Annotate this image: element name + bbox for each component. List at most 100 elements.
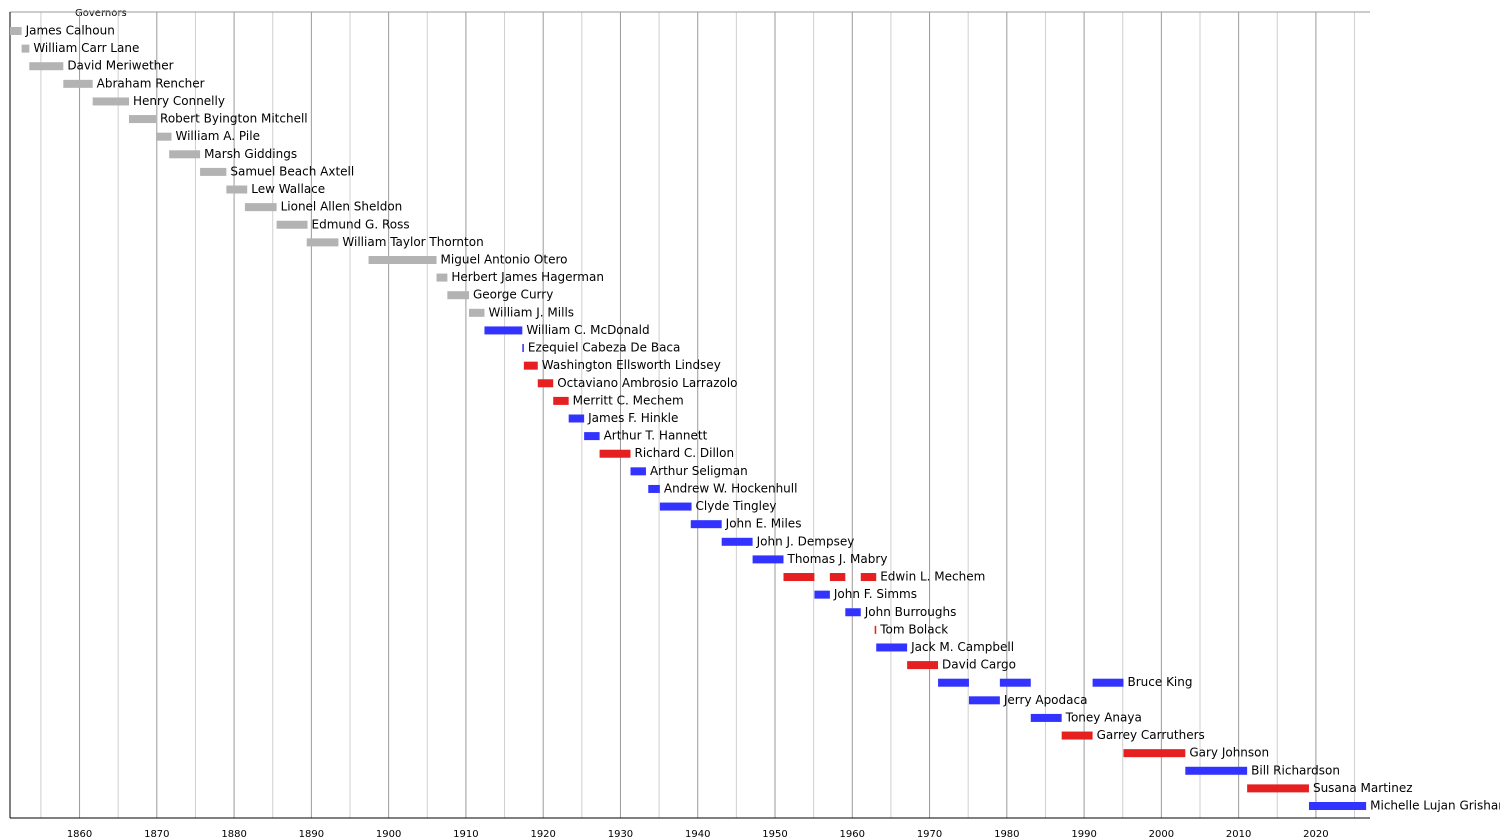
term-bar [659, 502, 692, 511]
term-bar [584, 432, 600, 441]
governor-label: James Calhoun [25, 24, 115, 38]
governor-label: Michelle Lujan Grisham [1370, 799, 1500, 813]
term-bar [92, 97, 129, 106]
term-bar [814, 590, 830, 599]
governor-label: William A. Pile [176, 129, 260, 143]
x-tick-label: 2010 [1226, 829, 1251, 840]
term-bar [1185, 766, 1248, 775]
governor-label: Andrew W. Hockenhull [664, 481, 798, 495]
term-bar [876, 643, 908, 652]
term-bar [630, 467, 646, 476]
term-bar [721, 537, 753, 546]
term-bar [447, 291, 469, 300]
term-bar [169, 150, 201, 159]
x-tick-label: 1970 [917, 829, 942, 840]
governor-label: Herbert James Hagerman [451, 270, 604, 284]
x-tick-label: 1930 [608, 829, 633, 840]
term-bar [553, 396, 569, 405]
governor-label: Lew Wallace [251, 182, 325, 196]
governor-label: Samuel Beach Axtell [230, 164, 354, 178]
x-tick-label: 1990 [1071, 829, 1096, 840]
governor-label: Arthur Seligman [650, 464, 748, 478]
governor-label: George Curry [473, 288, 553, 302]
governor-label: Lionel Allen Sheldon [281, 200, 403, 214]
term-bar [244, 203, 277, 212]
governor-label: William Taylor Thornton [342, 235, 483, 249]
term-bar [10, 27, 22, 35]
x-tick-label: 1860 [67, 829, 92, 840]
term-bar [599, 449, 631, 458]
x-tick-label: 1890 [299, 829, 324, 840]
governor-label: Henry Connelly [133, 94, 225, 108]
x-tick-label: 1980 [994, 829, 1019, 840]
x-tick-label: 1940 [685, 829, 710, 840]
x-tick-label: 1900 [376, 829, 401, 840]
term-bar [523, 361, 538, 370]
term-bar [568, 414, 585, 423]
governor-label: David Cargo [942, 658, 1016, 672]
term-bar [752, 555, 784, 564]
term-bar [306, 238, 339, 247]
governor-label: John E. Miles [725, 517, 802, 531]
x-tick-label: 1910 [453, 829, 478, 840]
x-tick-label: 1950 [762, 829, 787, 840]
governor-label: Ezequiel Cabeza De Baca [528, 341, 681, 355]
term-bar [999, 678, 1031, 687]
governor-label: James F. Hinkle [587, 411, 678, 425]
term-bar [29, 62, 64, 71]
governor-label: Octaviano Ambrosio Larrazolo [557, 376, 737, 390]
term-bar [522, 344, 524, 353]
term-bar [63, 79, 93, 88]
governor-label: Jack M. Campbell [910, 640, 1014, 654]
term-bar [1308, 802, 1367, 810]
term-bar [829, 573, 846, 582]
x-tick-label: 1880 [221, 829, 246, 840]
term-bar [484, 326, 523, 335]
term-bar [537, 379, 554, 388]
governor-label: Clyde Tingley [696, 499, 777, 513]
governor-label: Robert Byington Mitchell [160, 112, 308, 126]
term-bar [129, 115, 157, 124]
term-bar [648, 484, 660, 493]
governor-label: John F. Simms [833, 587, 917, 601]
term-bar [860, 573, 877, 582]
term-bar [226, 185, 248, 194]
term-bar [690, 520, 722, 529]
term-bar [21, 44, 30, 53]
governor-label: John Burroughs [864, 605, 957, 619]
governor-label: Gary Johnson [1189, 746, 1269, 760]
term-bar [1092, 678, 1124, 687]
x-tick-label: 1920 [530, 829, 555, 840]
term-bar [156, 132, 172, 141]
governor-label: David Meriwether [67, 59, 173, 73]
term-bar [1123, 749, 1186, 758]
term-bar [907, 661, 939, 670]
term-bar [874, 625, 877, 634]
term-bar [938, 678, 969, 687]
governor-label: William C. McDonald [526, 323, 649, 337]
governor-label: Jerry Apodaca [1003, 693, 1088, 707]
x-tick-label: 2000 [1149, 829, 1174, 840]
governor-label: Richard C. Dillon [635, 446, 735, 460]
governor-label: Edwin L. Mechem [880, 570, 985, 584]
governor-label: Miguel Antonio Otero [441, 252, 568, 266]
governor-label: William Carr Lane [33, 41, 139, 55]
governor-label: Bill Richardson [1251, 763, 1340, 777]
term-bar [368, 255, 437, 264]
governor-label: Tom Bolack [879, 622, 948, 636]
term-bar [276, 220, 308, 229]
governor-label: Merritt C. Mechem [573, 393, 684, 407]
governor-label: Thomas J. Mabry [787, 552, 888, 566]
term-bar [436, 273, 448, 282]
governor-label: Bruce King [1128, 675, 1193, 689]
governor-label: Susana Martinez [1313, 781, 1413, 795]
term-bar [200, 167, 227, 176]
governor-label: John J. Dempsey [756, 534, 855, 548]
governor-label: Arthur T. Hannett [604, 429, 708, 443]
term-bar [1247, 784, 1309, 793]
term-bar [968, 696, 1000, 705]
term-bar [469, 308, 485, 317]
x-tick-label: 1960 [840, 829, 865, 840]
term-bar [1061, 731, 1093, 740]
